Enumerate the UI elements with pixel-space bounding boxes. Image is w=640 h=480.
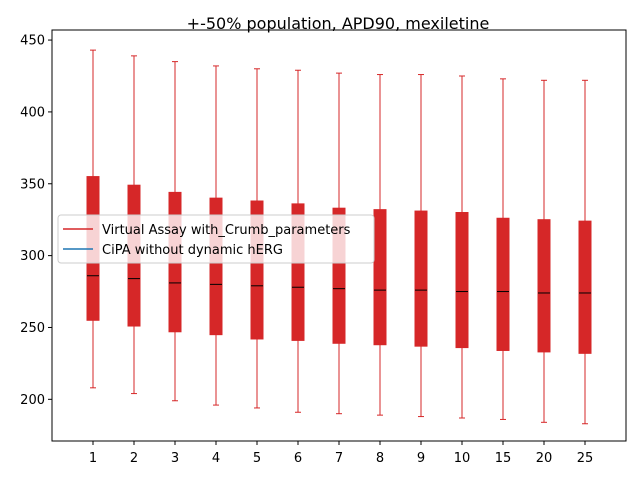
y-tick-label: 450 (20, 34, 45, 49)
x-tick-label: 2 (130, 451, 138, 466)
axes-frame (51, 29, 627, 442)
box (414, 210, 428, 347)
x-tick-label: 7 (335, 451, 343, 466)
x-tick-label: 5 (253, 451, 261, 466)
legend-label-virtual-assay: Virtual Assay with_Crumb_parameters (102, 223, 351, 238)
y-tick-label: 400 (20, 105, 45, 120)
x-tick-label: 10 (454, 451, 471, 466)
legend: Virtual Assay with_Crumb_parameters CiPA… (57, 214, 375, 264)
x-tick-label: 1 (89, 451, 97, 466)
x-tick-label: 9 (417, 451, 425, 466)
box (373, 209, 387, 346)
box (537, 219, 551, 353)
y-tick-label: 350 (20, 177, 45, 192)
box (578, 220, 592, 354)
y-tick-label: 200 (20, 393, 45, 408)
legend-label-cipa: CiPA without dynamic hERG (102, 243, 283, 258)
x-tick-label: 4 (212, 451, 220, 466)
x-tick-label: 8 (376, 451, 384, 466)
x-tick-label: 15 (495, 451, 512, 466)
x-tick-label: 6 (294, 451, 302, 466)
plot-area: 200 250 300 350 400 450 1 2 3 4 5 6 7 8 9 10 15 20 25 (20, 34, 593, 466)
box (496, 217, 510, 351)
x-tick-label: 20 (536, 451, 553, 466)
chart-title: +-50% population, APD90, mexiletine (187, 14, 490, 33)
box (455, 212, 469, 349)
legend-box (57, 214, 375, 264)
x-tick-label: 25 (577, 451, 594, 466)
y-tick-label: 300 (20, 249, 45, 264)
x-tick-label: 3 (171, 451, 179, 466)
y-tick-label: 250 (20, 321, 45, 336)
